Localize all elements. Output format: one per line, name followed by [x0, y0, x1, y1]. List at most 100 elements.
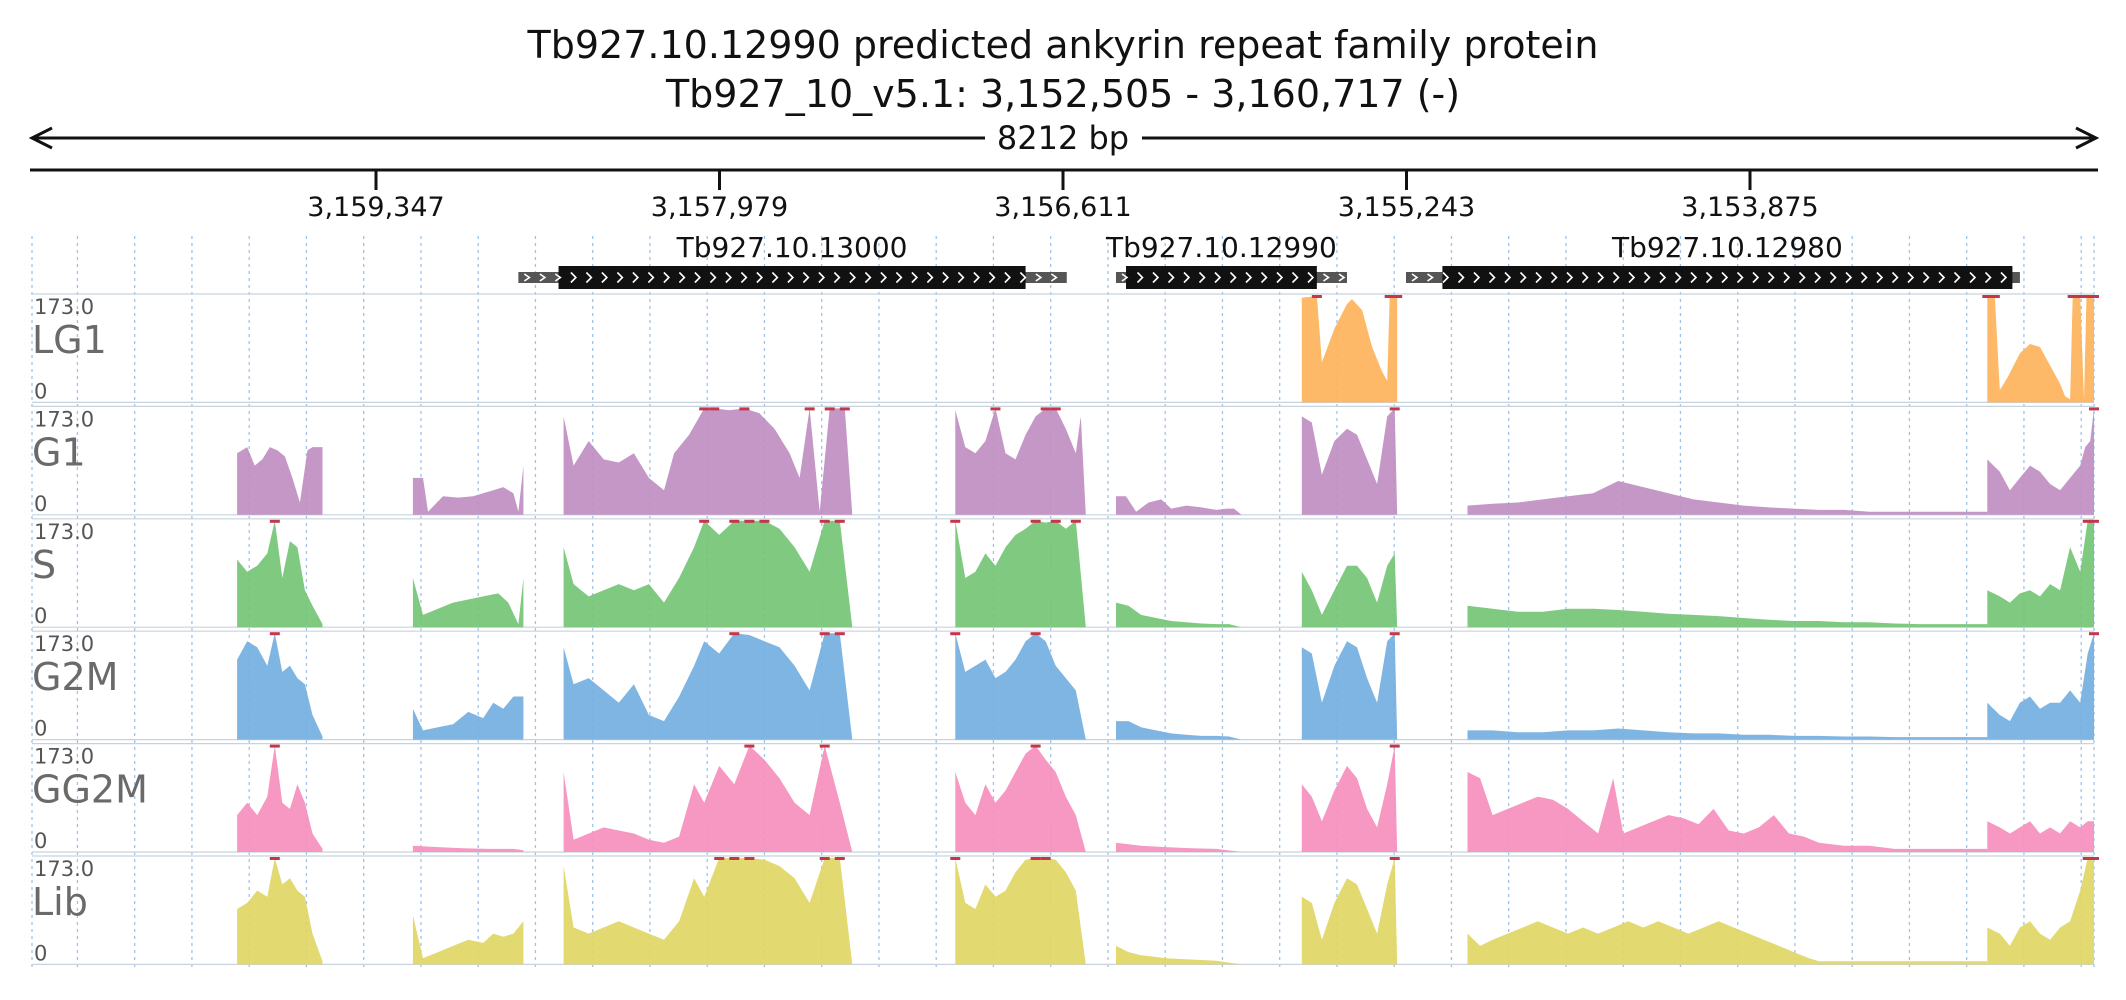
- clipped-marker: [269, 632, 280, 636]
- clipped-marker: [269, 744, 280, 748]
- strand-chevron-icon: [585, 271, 593, 284]
- right-arrow-icon: [2075, 126, 2100, 150]
- strand-chevron-icon: [1659, 271, 1667, 284]
- coverage-area: [955, 858, 1086, 965]
- coverage-area: [1301, 633, 1398, 740]
- clipped-marker: [1030, 632, 1041, 636]
- clipped-marker: [834, 519, 845, 523]
- clipped-marker: [2089, 519, 2099, 523]
- strand-chevron-icon: [1535, 271, 1543, 284]
- clipped-marker: [824, 407, 835, 411]
- clipped-marker: [1040, 857, 1051, 860]
- track-ymax-label: 173.0: [34, 520, 94, 544]
- strand-chevron-icon: [678, 271, 686, 284]
- strand-chevron-icon: [1245, 271, 1253, 284]
- strand-chevron-icon: [523, 273, 531, 282]
- clipped-marker: [2081, 295, 2092, 298]
- clipped-marker: [834, 632, 845, 636]
- strand-chevron-icon: [1674, 271, 1682, 284]
- track-name-label: G2M: [32, 655, 118, 699]
- clipped-marker: [990, 407, 1001, 411]
- strand-chevron-icon: [1152, 271, 1160, 284]
- track-ymin-label: 0: [34, 941, 47, 965]
- strand-chevron-icon: [1798, 271, 1806, 284]
- strand-chevron-icon: [988, 271, 996, 284]
- clipped-marker: [1392, 295, 1403, 298]
- clipped-marker: [819, 857, 830, 860]
- track-name-label: G1: [32, 430, 86, 474]
- coverage-area: [1467, 772, 1988, 852]
- coverage-area: [955, 633, 1086, 740]
- track-ymin-label: 0: [34, 717, 47, 741]
- strand-chevron-icon: [1581, 271, 1589, 284]
- track-ymin-label: 0: [34, 829, 47, 853]
- strand-chevron-icon: [616, 271, 624, 284]
- track-name-label: LG1: [32, 318, 107, 362]
- strand-chevron-icon: [601, 271, 609, 284]
- strand-chevron-icon: [1004, 271, 1012, 284]
- strand-chevron-icon: [1597, 271, 1605, 284]
- clipped-marker: [699, 407, 710, 411]
- coverage-area: [563, 745, 853, 852]
- strand-chevron-icon: [1519, 271, 1527, 284]
- clipped-marker: [2089, 632, 2099, 636]
- strand-chevron-icon: [1323, 273, 1330, 282]
- coverage-area: [955, 520, 1086, 628]
- strand-chevron-icon: [1705, 271, 1713, 284]
- clipped-marker: [269, 857, 280, 860]
- strand-chevron-icon: [1121, 273, 1129, 282]
- strand-chevron-icon: [1876, 271, 1884, 284]
- coverage-area: [563, 858, 853, 965]
- gene-models: Tb927.10.13000 Tb927.10.12990 Tb927.10.129…: [518, 231, 2020, 289]
- strand-chevron-icon: [1969, 271, 1977, 284]
- track-ymin-label: 0: [34, 379, 47, 403]
- track-ymax-label: 173.0: [34, 295, 94, 319]
- strand-chevron-icon: [1276, 271, 1284, 284]
- track-ymax-label: 173.0: [34, 857, 94, 881]
- strand-chevron-icon: [1721, 271, 1729, 284]
- clipped-marker: [1389, 407, 1400, 411]
- ruler-tick-label: 3,159,347: [307, 192, 444, 223]
- strand-chevron-icon: [1752, 271, 1760, 284]
- clipped-marker: [1040, 407, 1051, 411]
- clipped-marker: [759, 519, 770, 523]
- ruler-ticks: 3,159,347 3,157,979 3,156,611 3,155,243 3,15…: [307, 170, 1819, 223]
- span-indicator: 8212 bp: [28, 119, 2100, 157]
- strand-chevron-icon: [1860, 271, 1868, 284]
- strand-chevron-icon: [1183, 271, 1191, 284]
- strand-chevron-icon: [740, 271, 748, 284]
- gene-model-tb927-10-13000[interactable]: Tb927.10.13000: [518, 231, 1067, 289]
- strand-chevron-icon: [1845, 271, 1853, 284]
- strand-chevron-icon: [1136, 271, 1144, 284]
- coverage-area: [1987, 858, 2094, 965]
- clipped-marker: [699, 519, 710, 523]
- ruler-tick-label: 3,157,979: [651, 192, 788, 223]
- clipped-marker: [1389, 632, 1400, 636]
- clipped-marker: [1030, 519, 1041, 523]
- strand-chevron-icon: [1643, 271, 1651, 284]
- strand-chevron-icon: [1736, 271, 1744, 284]
- coverage-area: [1301, 553, 1398, 628]
- strand-chevron-icon: [1922, 271, 1930, 284]
- coverage-area: [412, 465, 524, 515]
- clipped-marker: [950, 632, 961, 636]
- gene-model-tb927-10-12980[interactable]: Tb927.10.12980: [1405, 231, 2020, 289]
- strand-chevron-icon: [1338, 273, 1346, 282]
- ruler-tick-label: 3,156,611: [994, 192, 1131, 223]
- coverage-area: [1987, 296, 2094, 403]
- strand-chevron-icon: [911, 271, 919, 284]
- strand-chevron-icon: [1566, 271, 1574, 284]
- coverage-tracks: 173.0LG10173.0G10173.0S0173.0G2M0173.0GG…: [32, 293, 2099, 965]
- strand-chevron-icon: [1411, 273, 1419, 282]
- clipped-marker: [729, 632, 740, 636]
- strand-chevron-icon: [709, 271, 717, 284]
- strand-chevron-icon: [1814, 271, 1822, 284]
- coverage-area: [237, 447, 323, 515]
- clipped-marker: [1982, 295, 1993, 298]
- coverage-area: [1467, 921, 1988, 965]
- gene-model-tb927-10-12990[interactable]: Tb927.10.12990: [1105, 231, 1347, 289]
- coverage-area: [563, 520, 853, 628]
- clipped-marker: [2067, 295, 2078, 298]
